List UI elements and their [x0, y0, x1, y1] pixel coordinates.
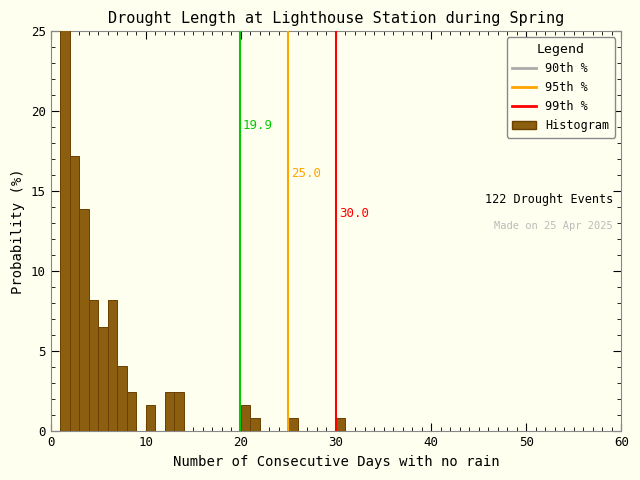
Bar	[70, 156, 79, 432]
Y-axis label: Probability (%): Probability (%)	[11, 168, 25, 294]
Bar	[289, 419, 298, 432]
Bar	[60, 25, 70, 432]
Bar	[164, 392, 174, 432]
Bar	[117, 366, 127, 432]
Title: Drought Length at Lighthouse Station during Spring: Drought Length at Lighthouse Station dur…	[108, 11, 564, 26]
Bar	[250, 419, 260, 432]
Bar	[127, 392, 136, 432]
Text: Made on 25 Apr 2025: Made on 25 Apr 2025	[494, 221, 613, 231]
Bar	[108, 300, 117, 432]
Bar	[174, 392, 184, 432]
Bar	[241, 405, 250, 432]
Text: 122 Drought Events: 122 Drought Events	[484, 193, 613, 206]
X-axis label: Number of Consecutive Days with no rain: Number of Consecutive Days with no rain	[173, 455, 499, 469]
Bar	[336, 419, 346, 432]
Text: 25.0: 25.0	[291, 168, 321, 180]
Bar	[88, 300, 98, 432]
Bar	[98, 326, 108, 432]
Text: 19.9: 19.9	[243, 120, 273, 132]
Bar	[146, 405, 155, 432]
Legend: 90th %, 95th %, 99th %, Histogram: 90th %, 95th %, 99th %, Histogram	[506, 37, 616, 138]
Text: 30.0: 30.0	[339, 207, 369, 220]
Bar	[79, 209, 88, 432]
